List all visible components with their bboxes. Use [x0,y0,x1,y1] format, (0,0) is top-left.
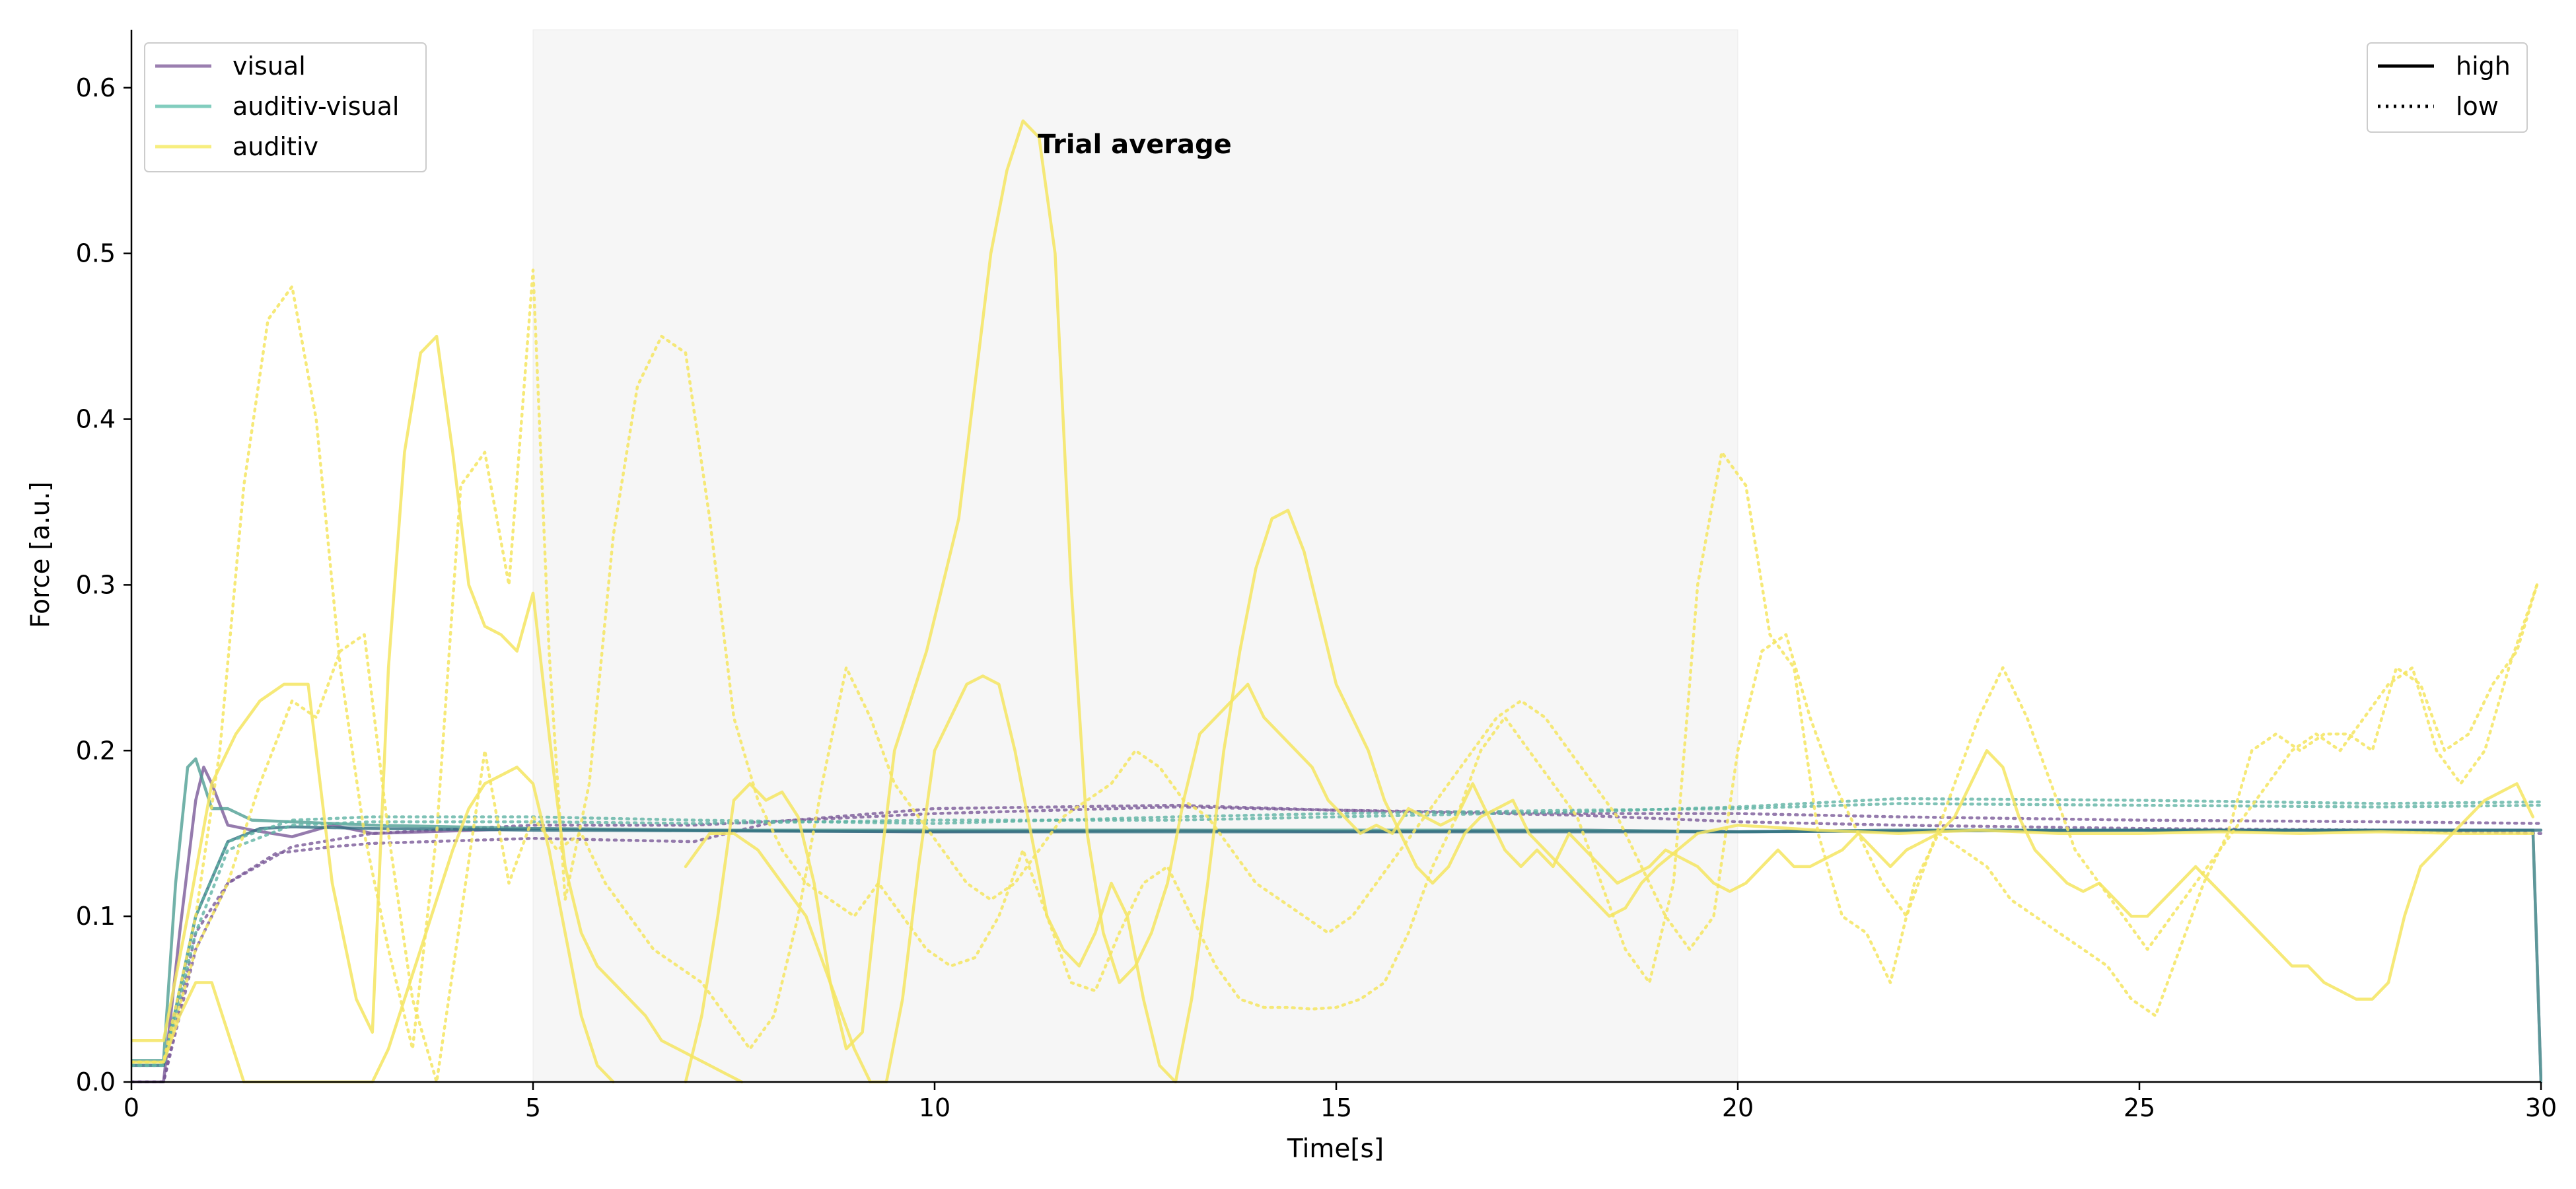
x-tick-label: 30 [2525,1093,2557,1122]
y-tick-label: 0.0 [76,1067,116,1097]
series-auditiv-solid-7 [131,766,615,1083]
x-tick-label: 0 [124,1093,139,1122]
legend-low-label: low [2456,92,2499,121]
y-tick-label: 0.6 [76,73,116,102]
series-auditiv-visual-dotted-5 [131,802,2542,1067]
series-auditiv-dotted-12 [131,583,2539,1083]
shaded-region [532,29,1738,1083]
x-axis-label: Time[s] [1287,1134,1384,1164]
series-auditiv-solid-10 [684,509,2535,1083]
series-auditiv-dotted-11 [131,268,2539,1064]
y-tick-label: 0.1 [76,902,116,931]
y-tick-label: 0.3 [76,570,116,599]
y-tick-label: 0.5 [76,239,116,268]
legend-visual-label: visual [233,52,306,81]
x-tick-label: 5 [525,1093,541,1122]
x-tick-label: 10 [919,1093,950,1122]
x-tick-label: 15 [1320,1093,1352,1122]
y-tick-label: 0.2 [76,736,116,765]
x-tick-label: 25 [2124,1093,2155,1122]
y-tick-label: 0.4 [76,405,116,434]
style-legend: high low [2367,42,2528,133]
color-legend: visual auditiv-visual auditiv [144,42,427,172]
color-legend-frame [144,42,427,172]
series-auditiv-solid-9 [684,119,2535,1083]
y-axis-label: Force [a.u.] [26,482,55,628]
legend-high-label: high [2456,52,2511,81]
chart-title: Trial average [1038,129,1232,160]
legend-auditiv-visual-label: auditiv-visual [233,92,399,121]
x-tick-label: 20 [1722,1093,1754,1122]
series-auditiv-solid-8 [131,334,744,1083]
legend-auditiv-label: auditiv [233,132,318,161]
series-auditiv-visual-dotted-6 [131,797,2542,1067]
